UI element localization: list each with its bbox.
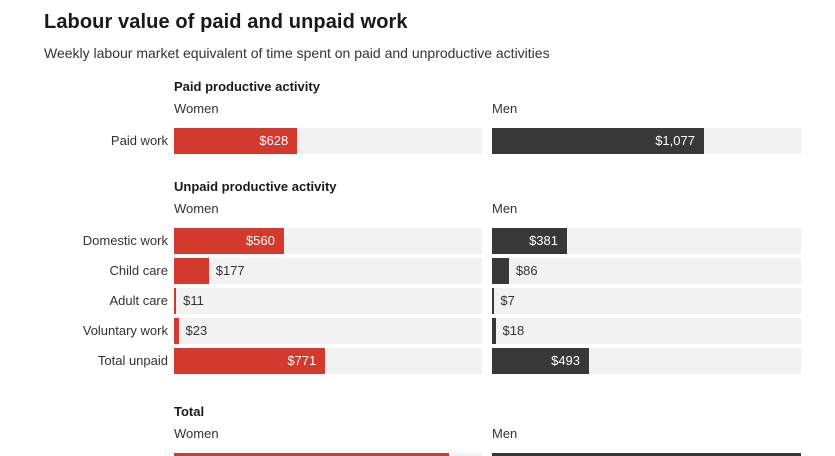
bar-women: $560 [174, 228, 284, 254]
bar-track-men: $1,570 [492, 453, 801, 456]
value-label: $177 [215, 263, 245, 278]
bar-men: $1,077 [492, 128, 704, 154]
value-label: $1,077 [655, 133, 695, 148]
bar-men: $493 [492, 348, 590, 374]
column-header-men: Men [492, 201, 518, 216]
bar-track-men: $493 [492, 348, 801, 374]
row-label: Domestic work [82, 233, 168, 248]
chart-row-paid-work: Paid work $628 $1,077 [44, 128, 801, 154]
chart-row-total-unpaid: Total unpaid $771 $493 [44, 348, 801, 374]
value-label: $23 [185, 323, 208, 338]
bar-track-men: $18 [492, 318, 801, 344]
row-label: Adult care [109, 293, 168, 308]
row-label: Total unpaid [97, 353, 168, 368]
section-unpaid-productive-activity: Unpaid productive activity Women Men Dom… [44, 178, 801, 374]
bar-track-women: $23 [174, 318, 482, 344]
column-header-women: Women [174, 426, 219, 441]
value-label: $493 [551, 353, 581, 368]
bar-track-women: $628 [174, 128, 482, 154]
bar-women [174, 318, 179, 344]
section-title: Unpaid productive activity [174, 179, 337, 194]
chart-subtitle: Weekly labour market equivalent of time … [44, 45, 550, 61]
row-label: Paid work [110, 133, 168, 148]
row-label: Voluntary work [82, 323, 168, 338]
bar-track-men: $86 [492, 258, 801, 284]
bar-men [492, 288, 494, 314]
value-label: $560 [245, 233, 275, 248]
section-paid-productive-activity: Paid productive activity Women Men Paid … [44, 78, 801, 154]
column-header-men: Men [492, 101, 518, 116]
value-label: $11 [183, 293, 204, 308]
bar-men: $381 [492, 228, 567, 254]
value-label: $7 [500, 293, 515, 308]
column-header-women: Women [174, 201, 219, 216]
column-header-men: Men [492, 426, 518, 441]
value-label: $86 [515, 263, 538, 278]
chart-row-adult-care: Adult care $11 $7 [44, 288, 801, 314]
chart-row-total-paid-and-unpaid: Total paid and unpaid $1,400 $1,570 [44, 453, 801, 456]
bar-women [174, 258, 209, 284]
column-header-women: Women [174, 101, 219, 116]
chart-row-child-care: Child care $177 $86 [44, 258, 801, 284]
bar-track-women: $1,400 [174, 453, 482, 456]
chart-row-domestic-work: Domestic work $560 $381 [44, 228, 801, 254]
section-title: Total [174, 404, 205, 419]
chart-title: Labour value of paid and unpaid work [44, 11, 408, 33]
section-total: Total Women Men Total paid and unpaid $1… [44, 403, 801, 456]
bar-track-men: $381 [492, 228, 801, 254]
value-label: $771 [287, 353, 317, 368]
value-label: $381 [529, 233, 558, 248]
bar-men [492, 258, 509, 284]
bar-track-men: $7 [492, 288, 801, 314]
bar-women: $628 [174, 128, 298, 154]
section-title: Paid productive activity [174, 79, 320, 94]
bar-men: $1,570 [492, 453, 801, 456]
bar-track-women: $11 [174, 288, 482, 314]
bar-women: $1,400 [174, 453, 449, 456]
row-label: Child care [109, 263, 168, 278]
bar-women [174, 288, 177, 314]
bar-track-women: $771 [174, 348, 482, 374]
bar-men [492, 318, 496, 344]
bar-track-women: $177 [174, 258, 482, 284]
chart-row-voluntary-work: Voluntary work $23 $18 [44, 318, 801, 344]
bar-track-men: $1,077 [492, 128, 801, 154]
bar-track-women: $560 [174, 228, 482, 254]
bar-women: $771 [174, 348, 326, 374]
value-label: $18 [502, 323, 525, 338]
value-label: $628 [259, 133, 289, 148]
